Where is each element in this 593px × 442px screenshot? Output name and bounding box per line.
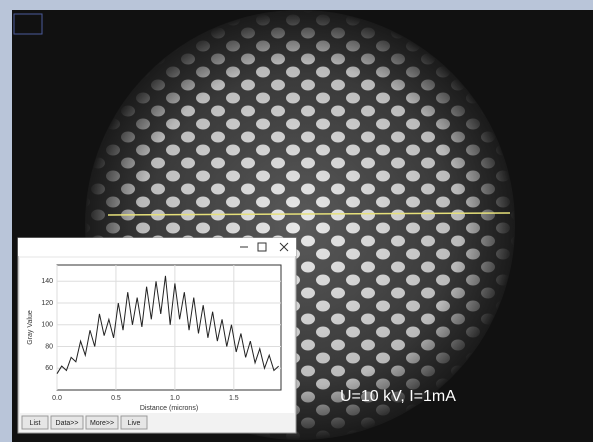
y-tick-label: 100 <box>41 322 53 329</box>
button-label[interactable]: More>> <box>90 420 114 427</box>
x-tick-label: 1.0 <box>170 395 180 402</box>
button-label[interactable]: Data>> <box>56 420 79 427</box>
x-axis-label: Distance (microns) <box>140 405 198 412</box>
button-label[interactable]: List <box>30 420 41 427</box>
x-tick-label: 0.0 <box>52 395 62 402</box>
screenshot: U=10 kV, I=1mA 0.0 0.5 1.0 1.5 60 80 100 120 140… <box>0 0 593 442</box>
x-tick-label: 1.5 <box>229 395 239 402</box>
button-label[interactable]: Live <box>128 420 141 427</box>
plot-window <box>18 238 296 433</box>
title-bar <box>18 238 296 256</box>
y-tick-label: 60 <box>45 365 53 372</box>
y-tick-label: 140 <box>41 278 53 285</box>
caption: U=10 kV, I=1mA <box>340 388 456 405</box>
y-tick-label: 120 <box>41 300 53 307</box>
scene: U=10 kV, I=1mA 0.0 0.5 1.0 1.5 60 80 100 120 140… <box>0 0 593 442</box>
x-tick-label: 0.5 <box>111 395 121 402</box>
y-axis-label: Gray Value <box>27 310 34 345</box>
y-tick-label: 80 <box>45 343 53 350</box>
